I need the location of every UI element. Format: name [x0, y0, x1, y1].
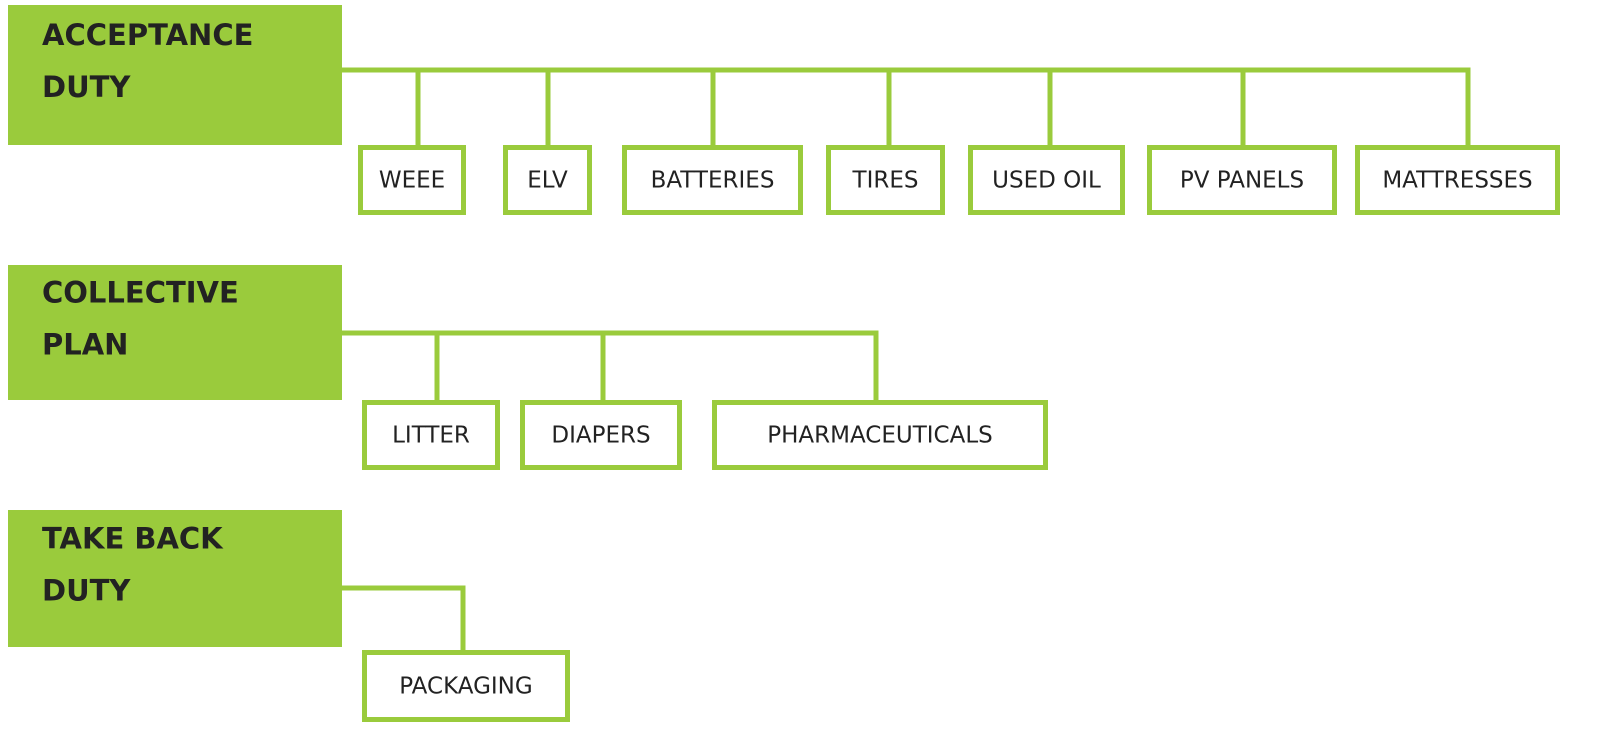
child-box	[1355, 145, 1560, 215]
group-label: COLLECTIVE	[42, 276, 239, 310]
child-box	[622, 145, 803, 215]
child-label: PHARMACEUTICALS	[767, 423, 993, 449]
group-label: DUTY	[42, 70, 131, 104]
child-box	[712, 400, 1048, 470]
child-box	[358, 145, 466, 215]
child-box	[503, 145, 592, 215]
child-box	[826, 145, 945, 215]
child-box	[362, 400, 500, 470]
child-label: MATTRESSES	[1382, 168, 1532, 194]
child-box	[1147, 145, 1337, 215]
child-label: TIRES	[852, 168, 919, 194]
group-label: ACCEPTANCE	[42, 18, 253, 52]
child-label: BATTERIES	[651, 168, 775, 194]
child-label: DIAPERS	[551, 423, 650, 449]
group-box	[8, 5, 342, 145]
group-box	[8, 265, 342, 400]
child-box	[968, 145, 1125, 215]
child-box	[520, 400, 682, 470]
child-label: WEEE	[379, 168, 445, 194]
group-label: TAKE BACK	[42, 522, 224, 556]
child-label: ELV	[527, 168, 568, 194]
group-box	[8, 510, 342, 647]
child-label: USED OIL	[992, 168, 1101, 194]
child-label: PV PANELS	[1180, 168, 1304, 194]
child-box	[362, 650, 570, 722]
group-label: PLAN	[42, 328, 128, 362]
group-label: DUTY	[42, 574, 131, 608]
child-label: PACKAGING	[399, 674, 532, 700]
child-label: LITTER	[392, 423, 470, 449]
